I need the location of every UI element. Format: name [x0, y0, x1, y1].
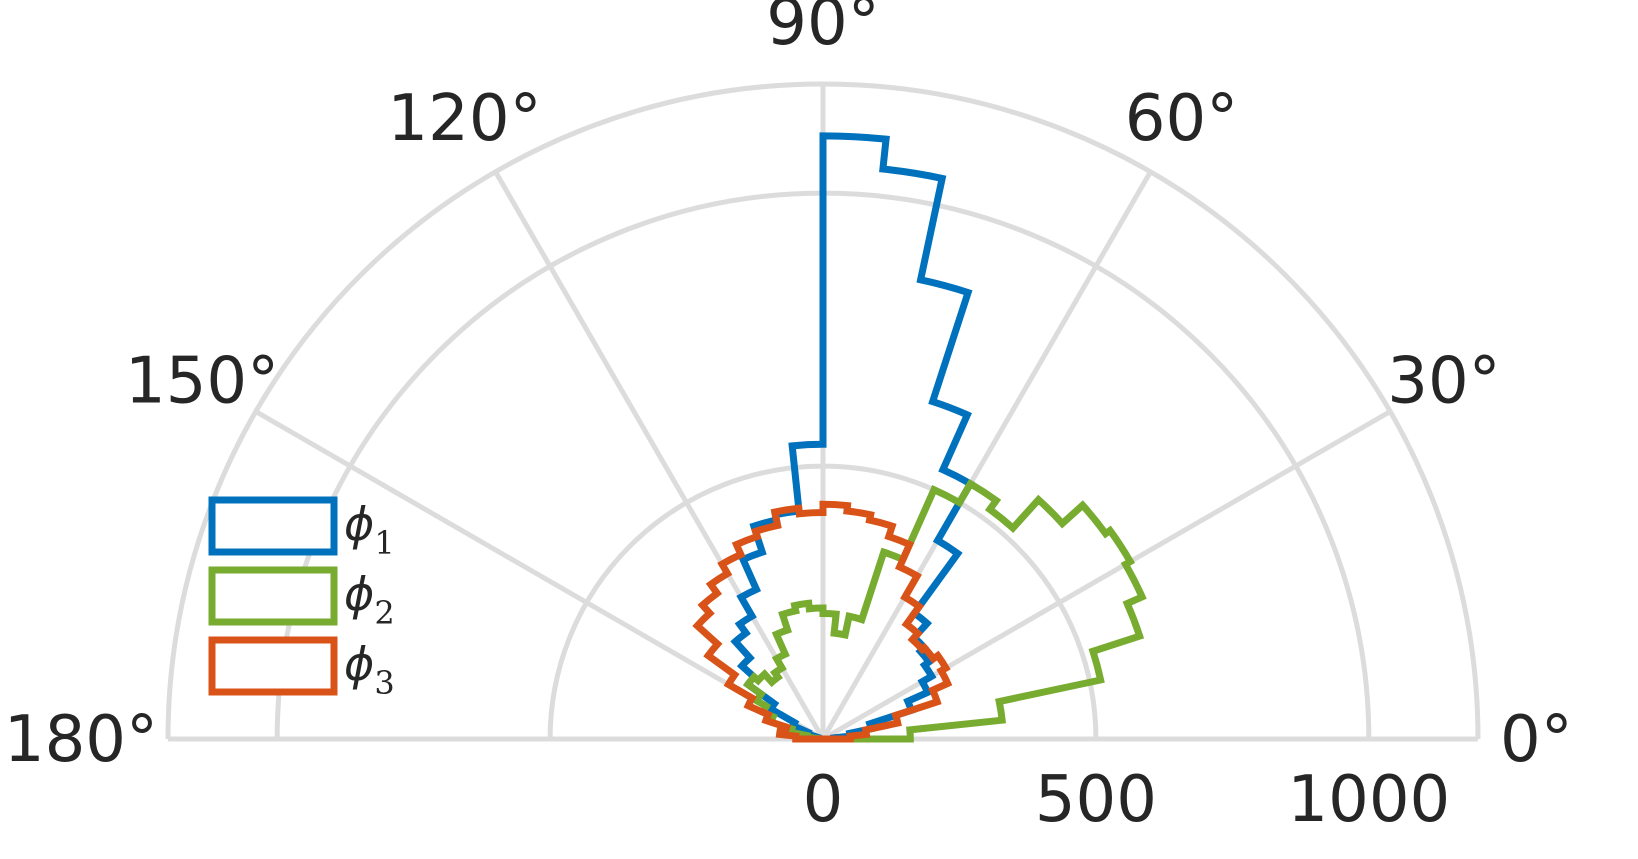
radial-tick-label-0: 0 — [803, 763, 844, 837]
legend-subscript: 2 — [374, 594, 394, 632]
legend-entry-1: ϕ1 — [208, 496, 395, 562]
grid-spoke-30 — [821, 409, 1392, 742]
series-outline-3 — [692, 500, 953, 743]
legend-label: ϕ1 — [344, 497, 395, 562]
grid-spoke-120 — [493, 170, 826, 741]
legend-entry-3: ϕ3 — [208, 636, 395, 702]
legend-swatch — [208, 566, 338, 626]
legend-subscript: 1 — [374, 524, 394, 562]
grid-spoke-60 — [820, 170, 1153, 741]
radial-tick-label-500: 500 — [1035, 763, 1157, 837]
tick-labels: 0° 30° 60° 90° 120° 150° 180° 0 500 1000 — [4, 0, 1573, 837]
legend-label: ϕ2 — [344, 567, 395, 632]
angle-tick-label-150: 150° — [125, 345, 279, 419]
legend-subscript: 3 — [374, 664, 394, 702]
series-layer — [692, 132, 1147, 743]
legend-swatch — [208, 636, 338, 696]
angle-tick-label-180: 180° — [4, 703, 158, 777]
angle-tick-label-30: 30° — [1387, 345, 1500, 419]
angle-tick-label-120: 120° — [387, 82, 541, 156]
legend-label: ϕ3 — [344, 637, 395, 702]
radial-tick-label-1000: 1000 — [1287, 763, 1450, 837]
angle-tick-label-90: 90° — [766, 0, 879, 60]
legend-swatch — [208, 496, 338, 556]
angle-tick-label-0: 0° — [1500, 703, 1573, 777]
legend-entry-2: ϕ2 — [208, 566, 395, 632]
series-outline-1 — [730, 132, 976, 743]
angle-tick-label-60: 60° — [1125, 82, 1238, 156]
series-outline-2 — [743, 478, 1147, 743]
